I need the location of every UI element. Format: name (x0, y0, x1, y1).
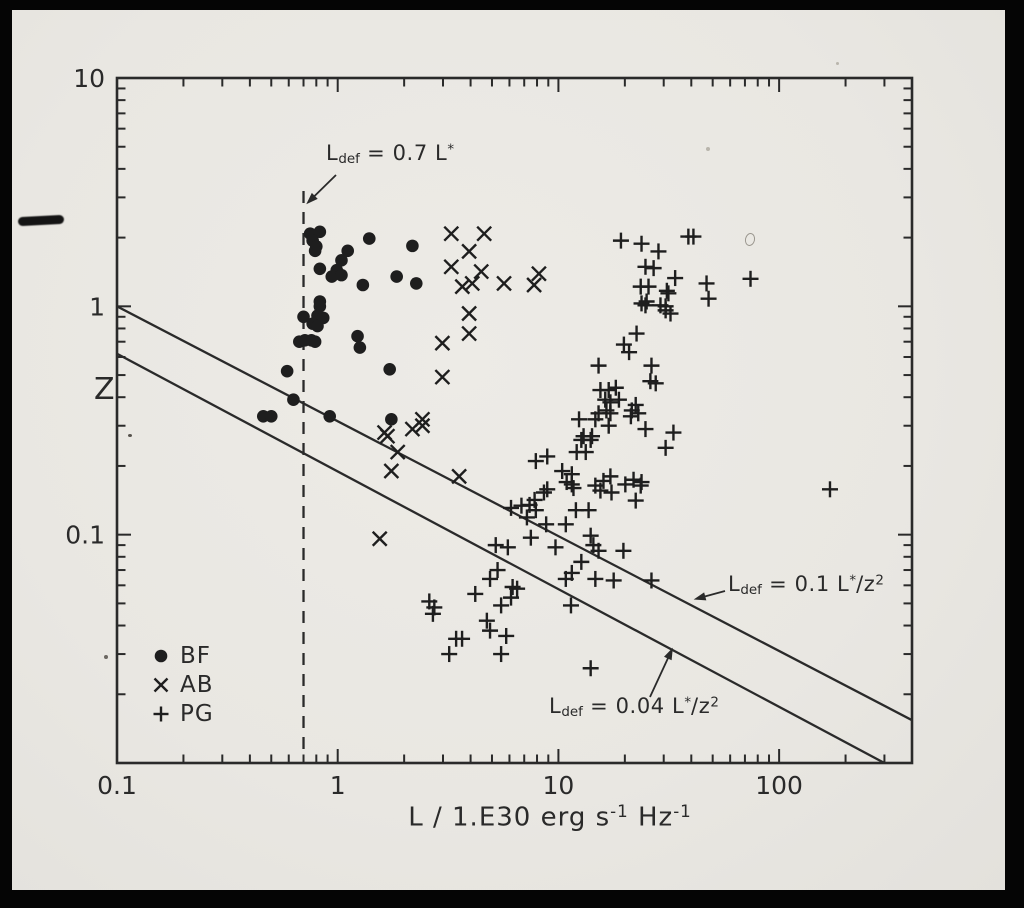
y-tick-label: 0.1 (65, 521, 105, 550)
annotation-arrowhead (693, 592, 707, 601)
legend-item-AB: AB (148, 670, 214, 699)
paper-speck (104, 655, 108, 659)
plot-frame (115, 76, 914, 765)
axis-ticks (116, 77, 912, 764)
tick-labels: 0.1 1 10 100 10 1 0.1 (65, 64, 803, 800)
legend-item-BF: BF (148, 641, 214, 670)
annotation-ldef-0.7: Ldef = 0.7 L* (326, 141, 455, 167)
legend-marker-circle-icon (154, 649, 168, 662)
series-BF (256, 225, 423, 426)
annotation-ldef-0.04: Ldef = 0.04 L*/z2 (549, 694, 719, 720)
legend: BF AB PG (148, 641, 214, 728)
paper-speck (836, 62, 839, 65)
annotation-ldef-0.1: Ldef = 0.1 L*/z2 (728, 572, 884, 598)
ref-line-2 (116, 352, 885, 765)
x-tick-label: 0.1 (97, 771, 137, 800)
ref-line-1 (116, 305, 913, 722)
x-axis-label: L / 1.E30 erg s-1 Hz-1 (408, 802, 692, 833)
y-tick-label: 1 (89, 292, 105, 321)
x-tick-label: 1 (330, 771, 346, 800)
x-tick-label: 10 (543, 771, 575, 800)
legend-marker-plus-icon (153, 706, 169, 721)
annotation-arrow (649, 657, 670, 698)
legend-label: PG (180, 700, 214, 727)
legend-label: AB (180, 671, 214, 698)
series-PG (421, 228, 838, 677)
legend-item-PG: PG (148, 699, 214, 728)
series-AB (371, 225, 547, 547)
legend-label: BF (180, 642, 212, 669)
legend-marker-x-icon (153, 677, 169, 692)
y-tick-label: 10 (73, 64, 105, 93)
annotation-arrowhead (663, 647, 673, 661)
paper-background (12, 10, 1005, 890)
x-tick-label: 100 (755, 771, 803, 800)
paper-speck (128, 434, 132, 437)
annotation-arrowhead (306, 192, 318, 205)
paper-speck (706, 147, 710, 151)
y-axis-label: Z (94, 372, 115, 407)
annotation-arrow (704, 590, 726, 598)
annotation-arrow (313, 174, 337, 198)
